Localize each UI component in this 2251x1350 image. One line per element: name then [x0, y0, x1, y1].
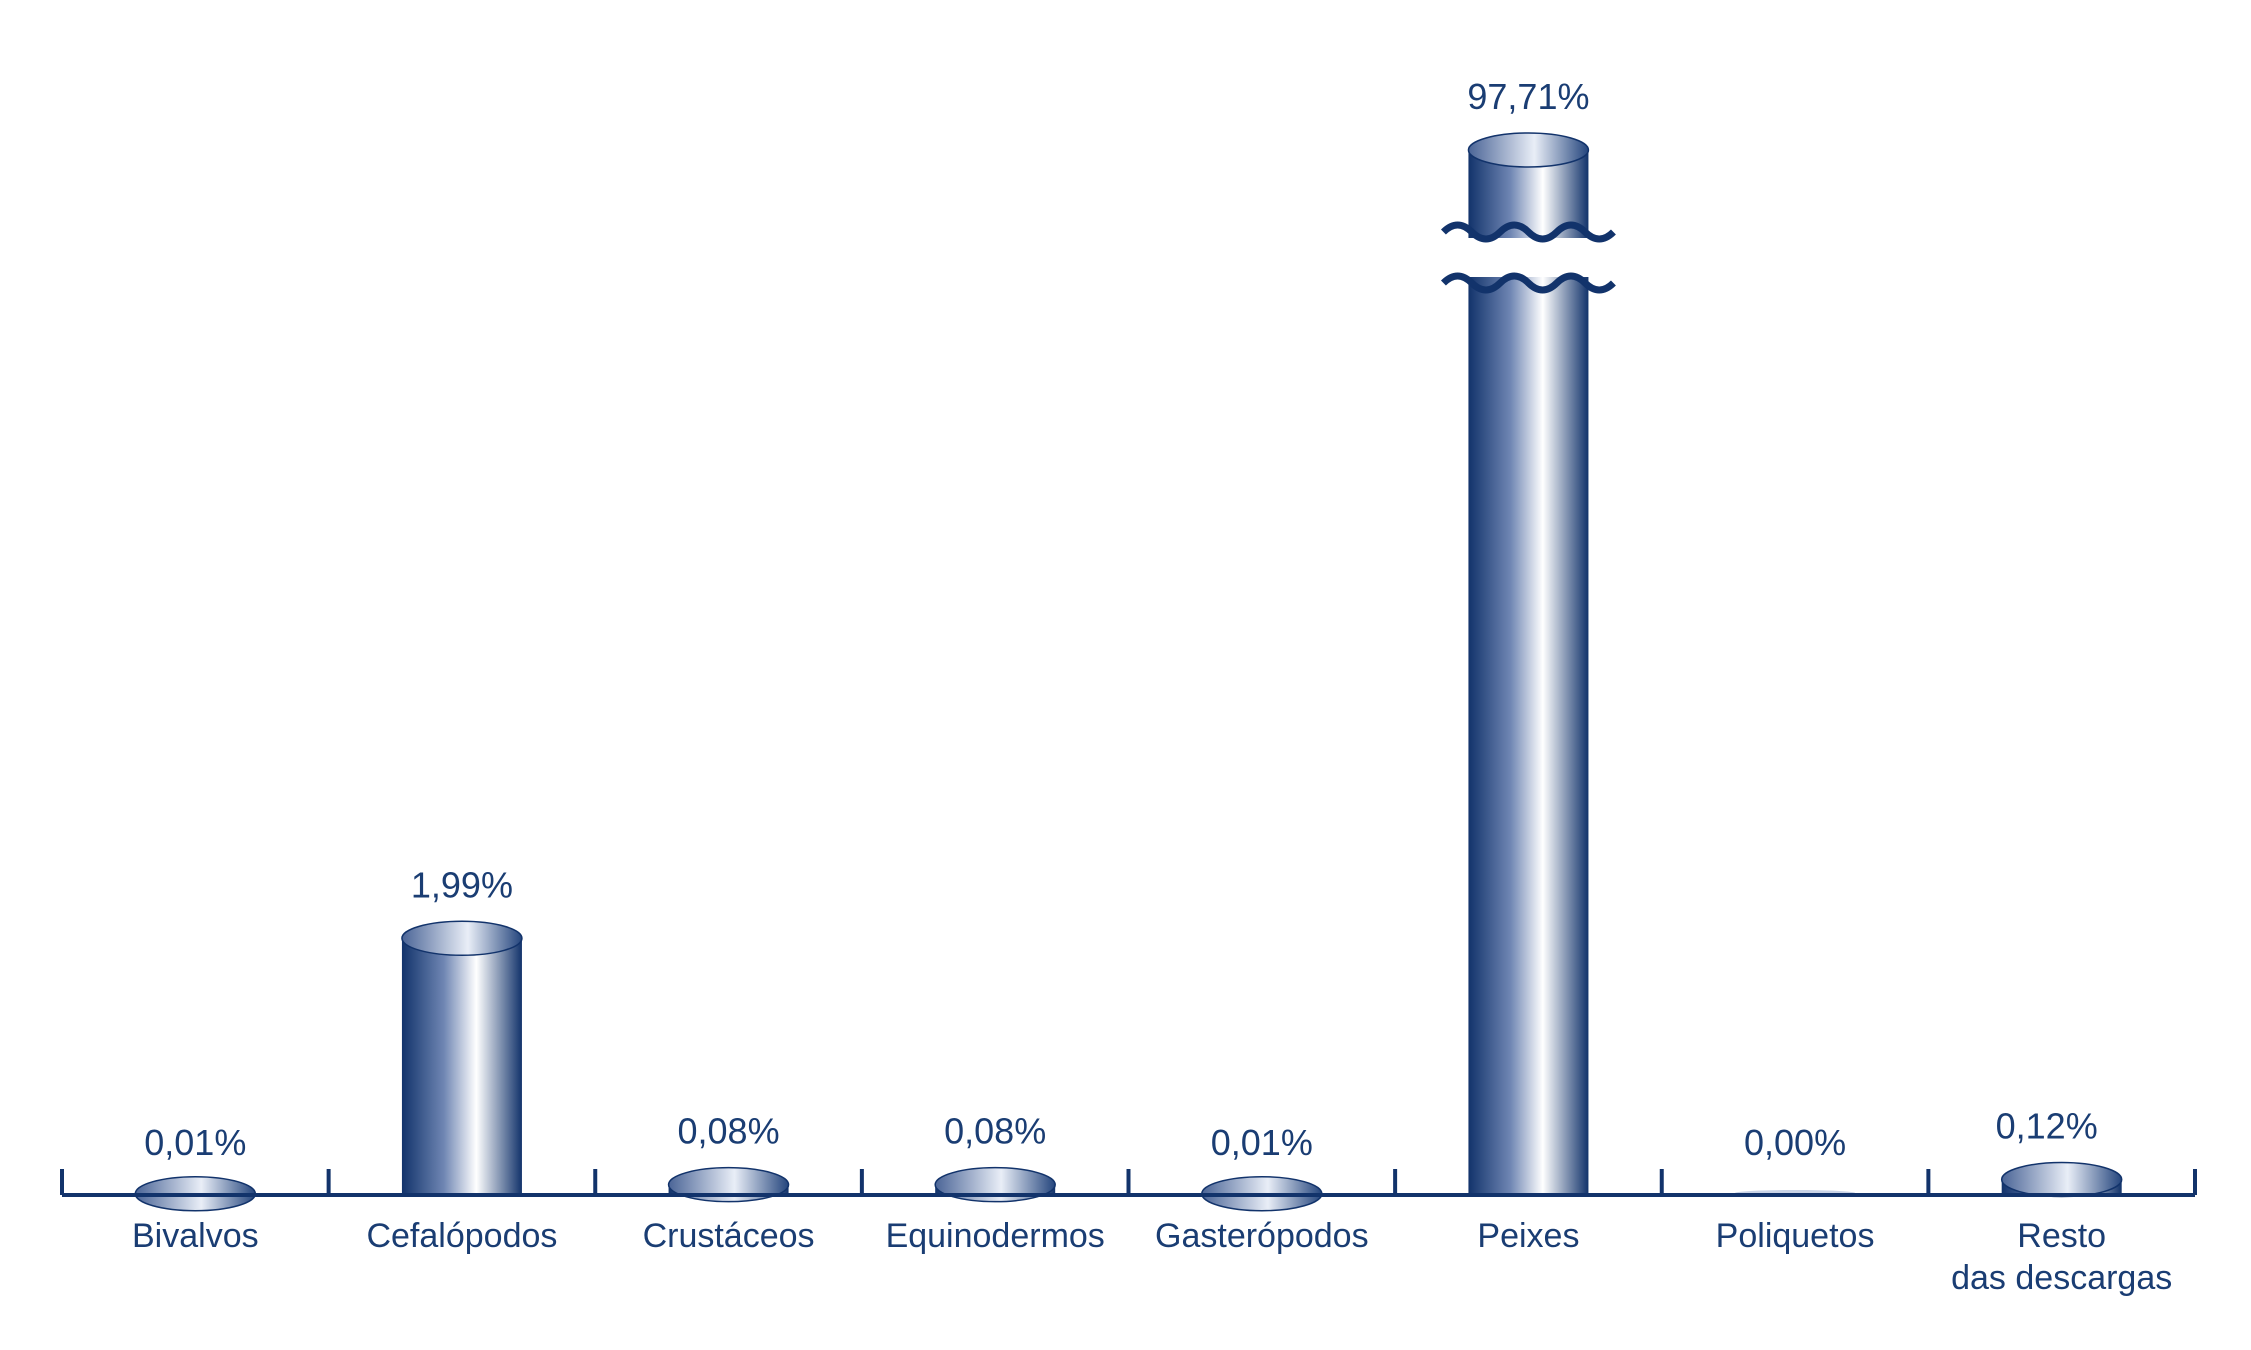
bars-layer	[134, 132, 2123, 1212]
x-tick-label: Bivalvos	[132, 1217, 259, 1255]
bar-body	[401, 938, 522, 1195]
labels-layer: 0,01% Bivalvos 1,99% Cefalópodos 0,08% Crustá…	[132, 76, 2172, 1297]
data-label: 0,12%	[1996, 1106, 2098, 1147]
x-tick-label: Peixes	[1477, 1217, 1579, 1255]
axis-break-wave	[1440, 272, 1616, 294]
axis-break-gap	[1438, 238, 1619, 277]
bar-cap	[2000, 1161, 2123, 1198]
x-tick-label: Cefalópodos	[366, 1217, 557, 1255]
x-tick-label: Resto das descargas	[1951, 1217, 2172, 1297]
data-label: 0,01%	[1211, 1122, 1313, 1163]
x-axis	[60, 1169, 2197, 1197]
data-label: 0,00%	[1744, 1122, 1846, 1163]
data-label: 97,71%	[1467, 76, 1589, 117]
bar-1	[401, 920, 523, 1195]
data-label: 1,99%	[411, 864, 513, 905]
x-tick-label: Poliquetos	[1716, 1217, 1875, 1255]
x-tick-label: Crustáceos	[643, 1217, 815, 1255]
data-label: 0,08%	[678, 1111, 780, 1152]
bar-cap	[401, 920, 523, 957]
axis-break-wave	[1440, 221, 1616, 243]
x-tick-label: Gasterópodos	[1155, 1217, 1369, 1255]
x-tick-label: Equinodermos	[886, 1217, 1105, 1255]
bar-cap	[1467, 132, 1590, 168]
bar-5	[1438, 132, 1619, 1195]
bar-body	[1468, 150, 1589, 1195]
data-label: 0,08%	[944, 1111, 1046, 1152]
data-label: 0,01%	[144, 1122, 246, 1163]
bar-7	[2000, 1161, 2123, 1198]
